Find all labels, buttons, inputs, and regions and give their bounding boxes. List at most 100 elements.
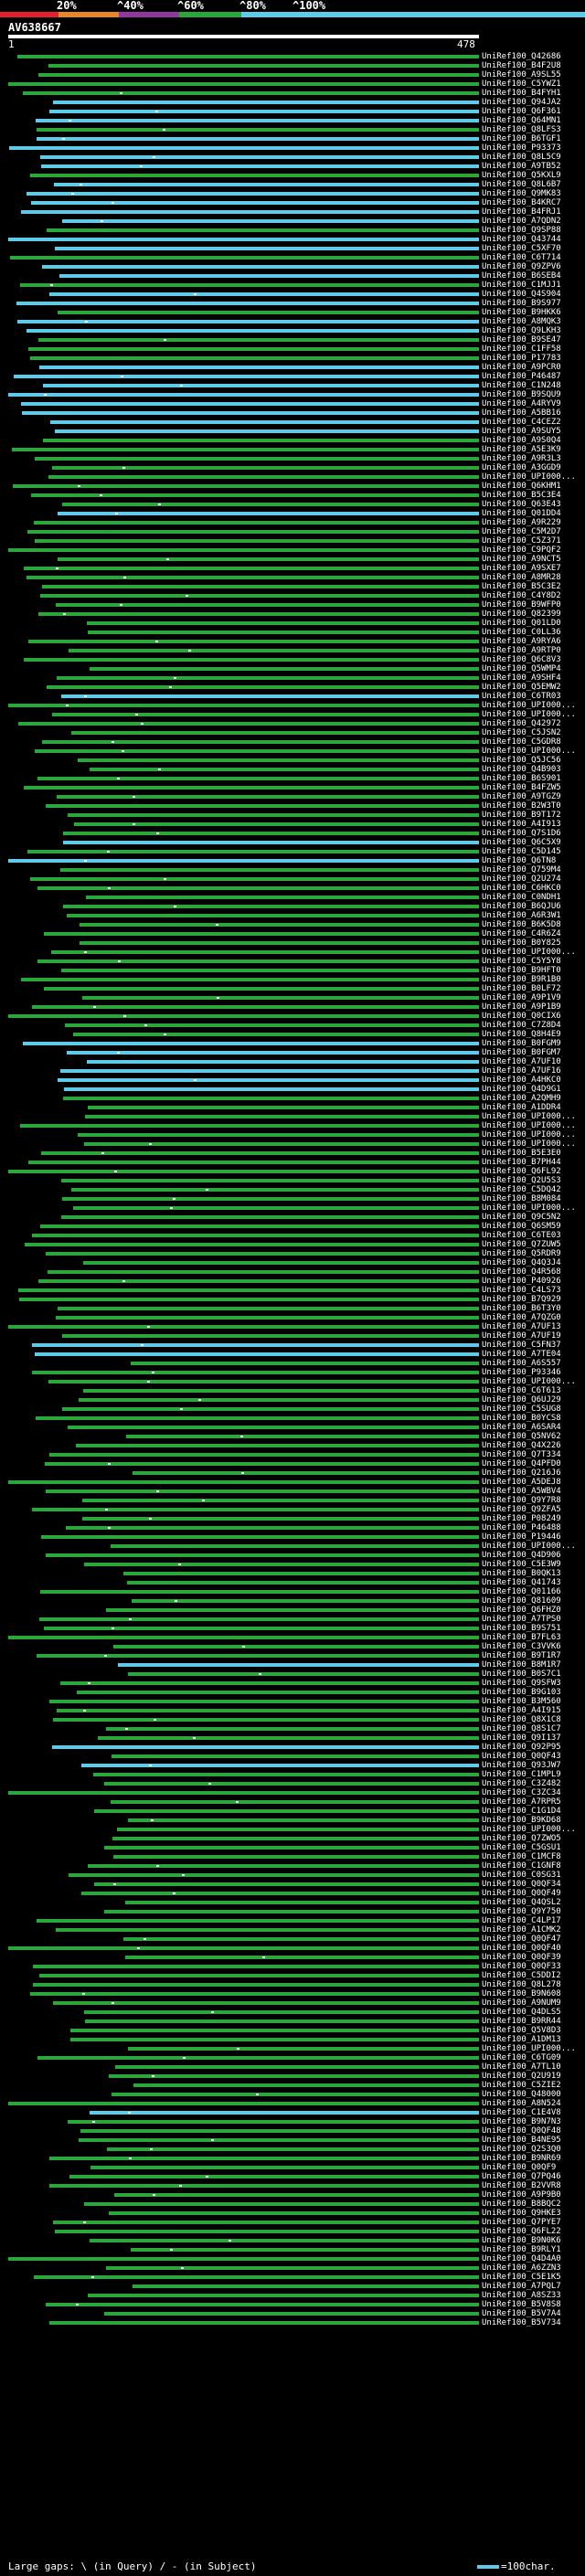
hit-label[interactable]: UniRef100_B9R1B0: [482, 975, 561, 984]
hit-row[interactable]: UniRef100_A9TGZ9: [0, 792, 585, 801]
hit-row[interactable]: UniRef100_Q9ZPV6: [0, 262, 585, 271]
hit-label[interactable]: UniRef100_Q9C5N2: [482, 1213, 561, 1222]
hit-label[interactable]: UniRef100_Q9HKE3: [482, 2209, 561, 2218]
hit-label[interactable]: UniRef100_A9TGZ9: [482, 792, 561, 801]
hit-label[interactable]: UniRef100_C6T714: [482, 253, 561, 262]
hit-label[interactable]: UniRef100_A2QMH9: [482, 1094, 561, 1103]
hit-row[interactable]: UniRef100_A8N524: [0, 2099, 585, 2108]
hit-row[interactable]: UniRef100_UPI000...: [0, 1140, 585, 1149]
hit-label[interactable]: UniRef100_Q4X226: [482, 1441, 561, 1450]
hit-row[interactable]: UniRef100_Q01166: [0, 1587, 585, 1596]
hit-label[interactable]: UniRef100_B4FRJ1: [482, 207, 561, 217]
hit-label[interactable]: UniRef100_A6S557: [482, 1359, 561, 1368]
hit-row[interactable]: UniRef100_C5M2D7: [0, 527, 585, 536]
hit-label[interactable]: UniRef100_B9S751: [482, 1624, 561, 1633]
hit-label[interactable]: UniRef100_A9P1B9: [482, 1002, 561, 1012]
hit-label[interactable]: UniRef100_B9NR69: [482, 2154, 561, 2163]
hit-label[interactable]: UniRef100_C0LL36: [482, 628, 561, 637]
hit-row[interactable]: UniRef100_B5V7A4: [0, 2309, 585, 2318]
hit-row[interactable]: UniRef100_B5V8S8: [0, 2300, 585, 2309]
hit-label[interactable]: UniRef100_B9WFP0: [482, 600, 561, 610]
hit-label[interactable]: UniRef100_A7QZG0: [482, 1313, 561, 1322]
hit-row[interactable]: UniRef100_B9R1B0: [0, 975, 585, 984]
hit-label[interactable]: UniRef100_A8N524: [482, 2099, 561, 2108]
hit-label[interactable]: UniRef100_Q4S904: [482, 290, 561, 299]
hit-label[interactable]: UniRef100_B9SQU9: [482, 390, 561, 399]
hit-row[interactable]: UniRef100_A1DDR4: [0, 1103, 585, 1112]
hit-row[interactable]: UniRef100_C5GSU1: [0, 1843, 585, 1852]
hit-row[interactable]: UniRef100_Q8L6B7: [0, 180, 585, 189]
hit-label[interactable]: UniRef100_Q0QF9: [482, 2163, 557, 2172]
hit-row[interactable]: UniRef100_Q42686: [0, 52, 585, 61]
hit-row[interactable]: UniRef100_Q4D4A0: [0, 2254, 585, 2263]
hit-label[interactable]: UniRef100_P08249: [482, 1514, 561, 1523]
hit-label[interactable]: UniRef100_UPI000...: [482, 701, 576, 710]
hit-row[interactable]: UniRef100_Q7PQ46: [0, 2172, 585, 2181]
hit-label[interactable]: UniRef100_Q8L6B7: [482, 180, 561, 189]
hit-row[interactable]: UniRef100_C5Y5Y8: [0, 957, 585, 966]
hit-label[interactable]: UniRef100_Q0QF34: [482, 1880, 561, 1889]
hit-row[interactable]: UniRef100_C4R6Z4: [0, 929, 585, 938]
hit-row[interactable]: UniRef100_B0FGM9: [0, 1039, 585, 1048]
hit-row[interactable]: UniRef100_A7RPR5: [0, 1797, 585, 1807]
hit-row[interactable]: UniRef100_B8M084: [0, 1194, 585, 1203]
hit-row[interactable]: UniRef100_A9PCR0: [0, 363, 585, 372]
hit-row[interactable]: UniRef100_Q0QF40: [0, 1944, 585, 1953]
hit-label[interactable]: UniRef100_C1MCF8: [482, 1852, 561, 1861]
hit-row[interactable]: UniRef100_Q42972: [0, 719, 585, 728]
hit-label[interactable]: UniRef100_B5C3E4: [482, 491, 561, 500]
hit-row[interactable]: UniRef100_UPI000...: [0, 472, 585, 482]
hit-row[interactable]: UniRef100_A9NUM9: [0, 1998, 585, 2008]
hit-label[interactable]: UniRef100_UPI000...: [482, 1377, 576, 1386]
hit-label[interactable]: UniRef100_UPI000...: [482, 1825, 576, 1834]
hit-row[interactable]: UniRef100_Q48000: [0, 2090, 585, 2099]
hit-label[interactable]: UniRef100_A3GGD9: [482, 463, 561, 472]
hit-row[interactable]: UniRef100_C5ZIE2: [0, 2081, 585, 2090]
hit-label[interactable]: UniRef100_C1N248: [482, 381, 561, 390]
hit-label[interactable]: UniRef100_A7TL10: [482, 2062, 561, 2072]
hit-label[interactable]: UniRef100_A9RYA6: [482, 637, 561, 646]
hit-label[interactable]: UniRef100_Q4R568: [482, 1267, 561, 1277]
hit-label[interactable]: UniRef100_C5Y5Y8: [482, 957, 561, 966]
hit-label[interactable]: UniRef100_C5E1K5: [482, 2273, 561, 2282]
hit-label[interactable]: UniRef100_Q93JW7: [482, 1761, 561, 1770]
hit-label[interactable]: UniRef100_Q5WMP4: [482, 664, 561, 673]
hit-label[interactable]: UniRef100_A7QDN2: [482, 217, 561, 226]
hit-row[interactable]: UniRef100_B5C3E2: [0, 582, 585, 591]
hit-label[interactable]: UniRef100_Q64MN1: [482, 116, 561, 125]
hit-row[interactable]: UniRef100_Q9Y7R8: [0, 1496, 585, 1505]
hit-row[interactable]: UniRef100_Q4PFD0: [0, 1459, 585, 1468]
hit-label[interactable]: UniRef100_Q0QF47: [482, 1935, 561, 1944]
hit-row[interactable]: UniRef100_A4RYV9: [0, 399, 585, 408]
hit-label[interactable]: UniRef100_A9NUM9: [482, 1998, 561, 2008]
hit-row[interactable]: UniRef100_B0S7C1: [0, 1670, 585, 1679]
hit-row[interactable]: UniRef100_A7PQL7: [0, 2282, 585, 2291]
hit-label[interactable]: UniRef100_C5E3W9: [482, 1560, 561, 1569]
hit-label[interactable]: UniRef100_Q6KHM1: [482, 482, 561, 491]
hit-row[interactable]: UniRef100_C1E4V8: [0, 2108, 585, 2117]
hit-label[interactable]: UniRef100_Q41743: [482, 1578, 561, 1587]
hit-row[interactable]: UniRef100_A9SL55: [0, 70, 585, 80]
hit-row[interactable]: UniRef100_A9R229: [0, 518, 585, 527]
hit-label[interactable]: UniRef100_B9SE47: [482, 335, 561, 345]
hit-label[interactable]: UniRef100_Q216J6: [482, 1468, 561, 1478]
hit-label[interactable]: UniRef100_C6TG09: [482, 2053, 561, 2062]
hit-row[interactable]: UniRef100_Q0QF9: [0, 2163, 585, 2172]
hit-label[interactable]: UniRef100_Q42972: [482, 719, 561, 728]
hit-label[interactable]: UniRef100_C1MJJ1: [482, 281, 561, 290]
hit-label[interactable]: UniRef100_P46487: [482, 372, 561, 381]
hit-label[interactable]: UniRef100_A5E3K9: [482, 445, 561, 454]
hit-row[interactable]: UniRef100_Q01DD4: [0, 509, 585, 518]
hit-label[interactable]: UniRef100_B2VVR8: [482, 2181, 561, 2190]
hit-row[interactable]: UniRef100_Q2U274: [0, 875, 585, 884]
hit-row[interactable]: UniRef100_A4HKC0: [0, 1076, 585, 1085]
hit-label[interactable]: UniRef100_B6SEB4: [482, 271, 561, 281]
hit-row[interactable]: UniRef100_C6T714: [0, 253, 585, 262]
hit-row[interactable]: UniRef100_A2QMH9: [0, 1094, 585, 1103]
hit-row[interactable]: UniRef100_A5DEJ8: [0, 1478, 585, 1487]
hit-row[interactable]: UniRef100_Q9C5N2: [0, 1213, 585, 1222]
hit-label[interactable]: UniRef100_P93346: [482, 1368, 561, 1377]
hit-label[interactable]: UniRef100_A9SXE7: [482, 564, 561, 573]
hit-label[interactable]: UniRef100_B9N608: [482, 1989, 561, 1998]
hit-label[interactable]: UniRef100_Q2U5S3: [482, 1176, 561, 1185]
